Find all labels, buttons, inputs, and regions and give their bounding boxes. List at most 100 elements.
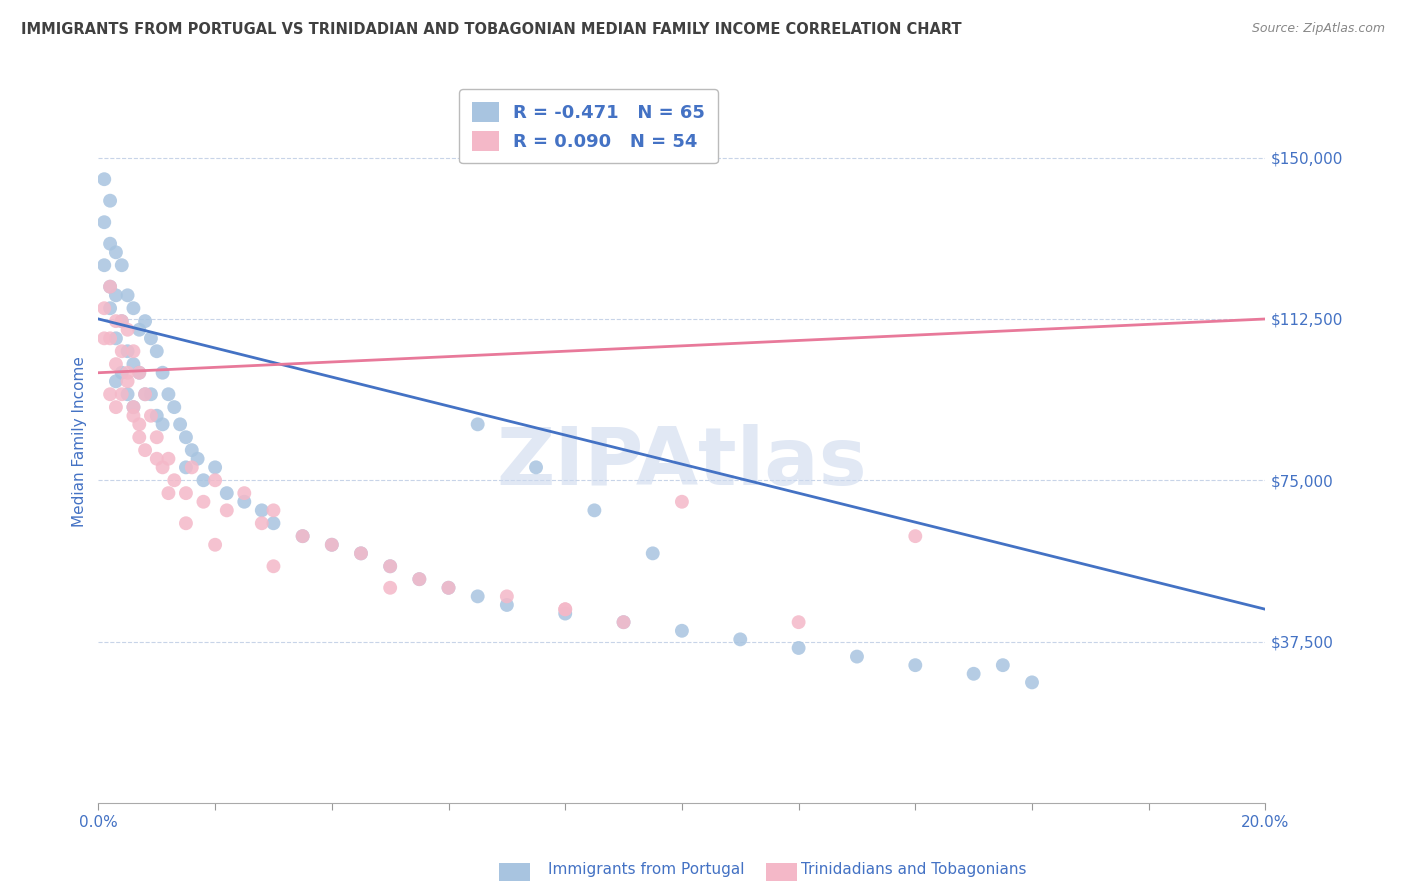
Point xyxy=(93,258,115,272)
Point xyxy=(262,516,284,531)
Point xyxy=(128,323,150,337)
Point xyxy=(117,344,139,359)
Point xyxy=(380,581,402,595)
Point xyxy=(134,387,156,401)
Point xyxy=(321,538,343,552)
Point xyxy=(134,387,156,401)
Point xyxy=(962,666,984,681)
Point xyxy=(250,503,273,517)
Text: Trinidadians and Tobagonians: Trinidadians and Tobagonians xyxy=(801,863,1026,877)
Point xyxy=(437,581,460,595)
Point xyxy=(146,430,169,444)
Text: Source: ZipAtlas.com: Source: ZipAtlas.com xyxy=(1251,22,1385,36)
Point xyxy=(904,658,927,673)
Point xyxy=(104,331,127,345)
Point xyxy=(904,529,927,543)
Point xyxy=(157,486,180,500)
Text: ZIPAtlas: ZIPAtlas xyxy=(496,425,868,502)
Point xyxy=(152,417,174,432)
Point xyxy=(111,344,134,359)
Point xyxy=(641,546,664,560)
Point xyxy=(117,366,139,380)
Point xyxy=(117,323,139,337)
Point xyxy=(612,615,634,630)
Point xyxy=(134,314,156,328)
Point xyxy=(117,375,139,389)
Point xyxy=(104,357,127,371)
Text: Immigrants from Portugal: Immigrants from Portugal xyxy=(548,863,745,877)
Point xyxy=(233,494,256,508)
Point xyxy=(730,632,752,647)
Point xyxy=(262,559,284,574)
Point xyxy=(93,301,115,316)
Point xyxy=(291,529,314,543)
Point xyxy=(128,430,150,444)
Point xyxy=(846,649,869,664)
Point xyxy=(122,400,145,414)
Point xyxy=(146,344,169,359)
Point xyxy=(496,590,519,604)
Point xyxy=(408,572,430,586)
Point xyxy=(111,314,134,328)
Point xyxy=(169,417,191,432)
Point xyxy=(152,460,174,475)
Point xyxy=(193,473,215,487)
Point xyxy=(204,460,226,475)
Legend: R = -0.471   N = 65, R = 0.090   N = 54: R = -0.471 N = 65, R = 0.090 N = 54 xyxy=(460,89,718,163)
Point xyxy=(193,494,215,508)
Point xyxy=(104,314,127,328)
Point xyxy=(787,615,810,630)
Point xyxy=(1021,675,1043,690)
Point xyxy=(215,503,238,517)
Point xyxy=(117,387,139,401)
Point xyxy=(174,460,197,475)
Point xyxy=(104,245,127,260)
Point xyxy=(98,236,121,251)
Point xyxy=(350,546,373,560)
Point xyxy=(98,387,121,401)
Point xyxy=(98,331,121,345)
Point xyxy=(111,258,134,272)
Point xyxy=(122,301,145,316)
Point xyxy=(554,602,576,616)
Point xyxy=(174,486,197,500)
Point xyxy=(174,516,197,531)
Point xyxy=(583,503,606,517)
Point xyxy=(139,409,162,423)
Point xyxy=(146,451,169,466)
Point xyxy=(157,387,180,401)
Point xyxy=(321,538,343,552)
Point xyxy=(98,194,121,208)
Point xyxy=(98,279,121,293)
Point xyxy=(128,366,150,380)
Point xyxy=(554,602,576,616)
Point xyxy=(98,279,121,293)
Point xyxy=(128,417,150,432)
Point xyxy=(467,590,489,604)
Point xyxy=(117,288,139,302)
Point xyxy=(554,607,576,621)
Point xyxy=(671,624,693,638)
Point xyxy=(204,473,226,487)
Point xyxy=(496,598,519,612)
Point xyxy=(291,529,314,543)
Point xyxy=(104,375,127,389)
Point xyxy=(380,559,402,574)
Point xyxy=(262,503,284,517)
Point xyxy=(122,400,145,414)
Point xyxy=(152,366,174,380)
Text: IMMIGRANTS FROM PORTUGAL VS TRINIDADIAN AND TOBAGONIAN MEDIAN FAMILY INCOME CORR: IMMIGRANTS FROM PORTUGAL VS TRINIDADIAN … xyxy=(21,22,962,37)
Point xyxy=(163,473,186,487)
Point xyxy=(146,409,169,423)
Point xyxy=(111,314,134,328)
Point xyxy=(787,640,810,655)
Point xyxy=(134,443,156,458)
Point xyxy=(215,486,238,500)
Point xyxy=(991,658,1014,673)
Point xyxy=(187,451,209,466)
Point xyxy=(98,301,121,316)
Point xyxy=(122,357,145,371)
Point xyxy=(93,172,115,186)
Point xyxy=(380,559,402,574)
Point xyxy=(122,344,145,359)
